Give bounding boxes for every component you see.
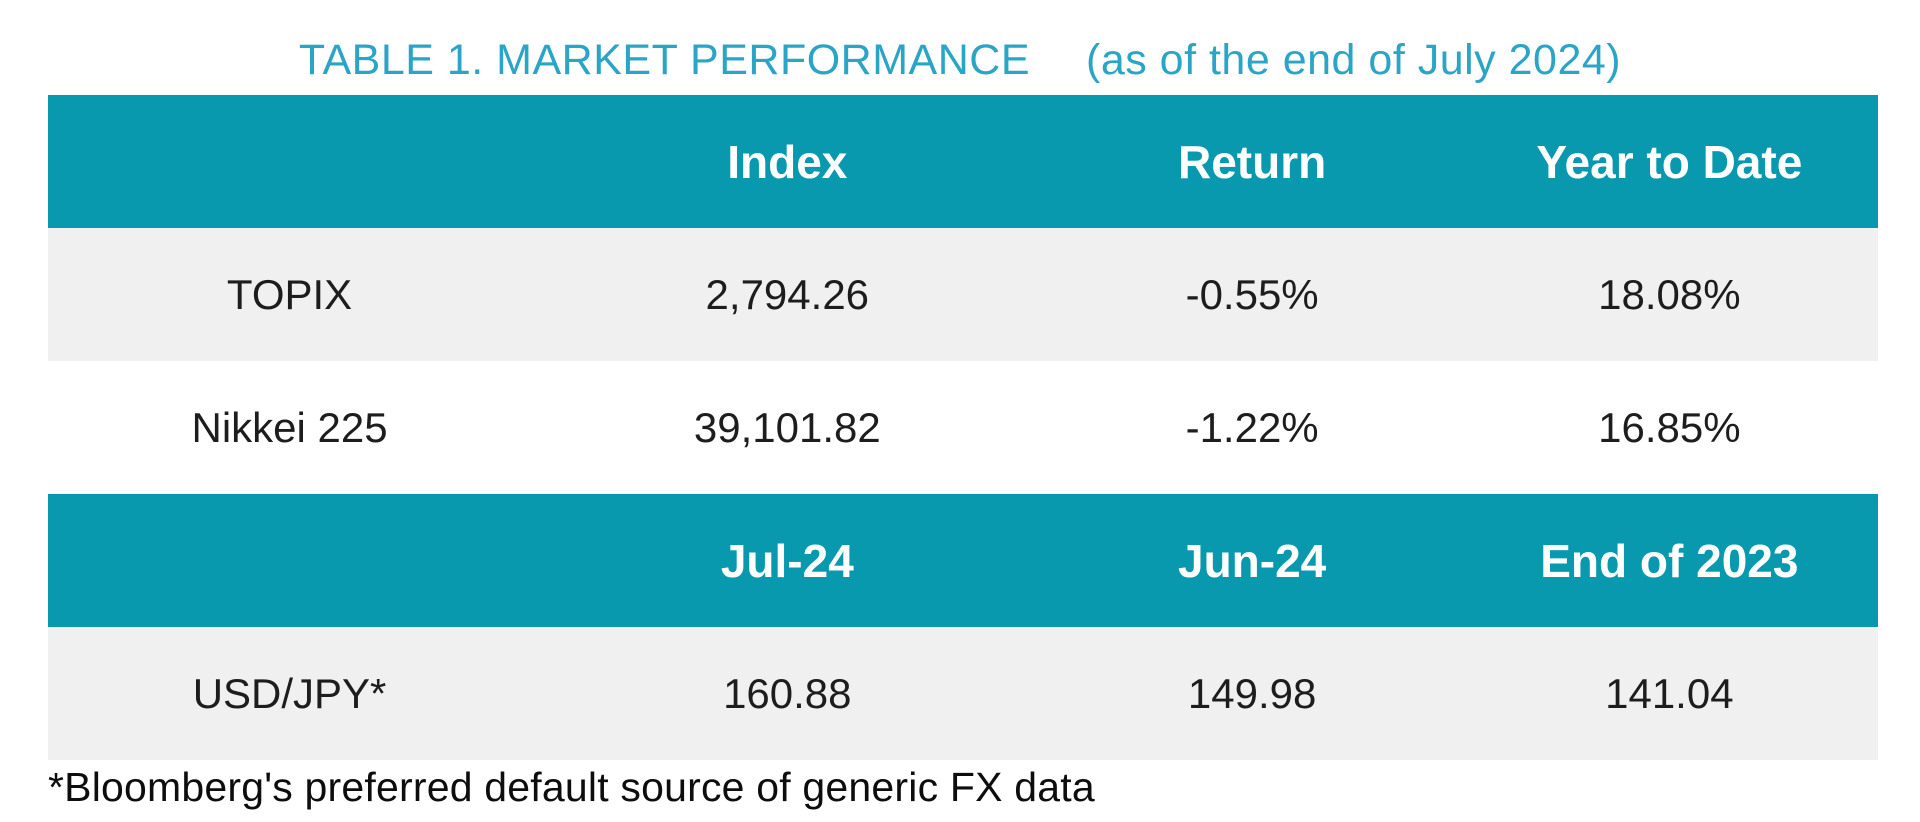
header-cell-return: Return [1178,135,1327,188]
table-row-topix: TOPIX 2,794.26 -0.55% 18.08% [48,228,1878,361]
topix-index-value: 2,794.26 [705,270,870,318]
topix-return-value: -0.55% [1185,270,1319,318]
index-section-header-row: Index Return Year to Date [48,95,1878,228]
usdjpy-jul24-value: 160.88 [723,669,852,717]
table-title-main: TABLE 1. MARKET PERFORMANCE [298,36,1030,84]
nikkei-return-value: -1.22% [1185,403,1319,451]
topix-ytd-value: 18.08% [1598,270,1741,318]
usdjpy-jun24-value: 149.98 [1187,669,1317,717]
row-label-topix: TOPIX [226,270,353,318]
header-cell-end-of-2023: End of 2023 [1540,534,1799,587]
usdjpy-end2023-value: 141.04 [1605,669,1734,717]
header-cell-jun-24: Jun-24 [1177,534,1327,587]
fx-section-header-row: Jul-24 Jun-24 End of 2023 [48,494,1878,627]
row-label-usdjpy: USD/JPY* [192,669,387,717]
nikkei-ytd-value: 16.85% [1598,403,1741,451]
table-title-subtitle: (as of the end of July 2024) [1086,36,1622,84]
header-cell-index: Index [727,135,848,188]
nikkei-index-value: 39,101.82 [693,403,881,451]
row-label-nikkei: Nikkei 225 [191,403,388,451]
table-row-usdjpy: USD/JPY* 160.88 149.98 141.04 [48,627,1878,760]
table-footnote: *Bloomberg's preferred default source of… [48,764,1095,810]
table-title: TABLE 1. MARKET PERFORMANCE (as of the e… [0,36,1920,85]
market-performance-table: Index Return Year to Date TOPIX 2,794.26… [48,95,1878,760]
header-cell-year-to-date: Year to Date [1536,135,1803,188]
header-cell-jul-24: Jul-24 [720,534,854,587]
table-row-nikkei: Nikkei 225 39,101.82 -1.22% 16.85% [48,361,1878,494]
